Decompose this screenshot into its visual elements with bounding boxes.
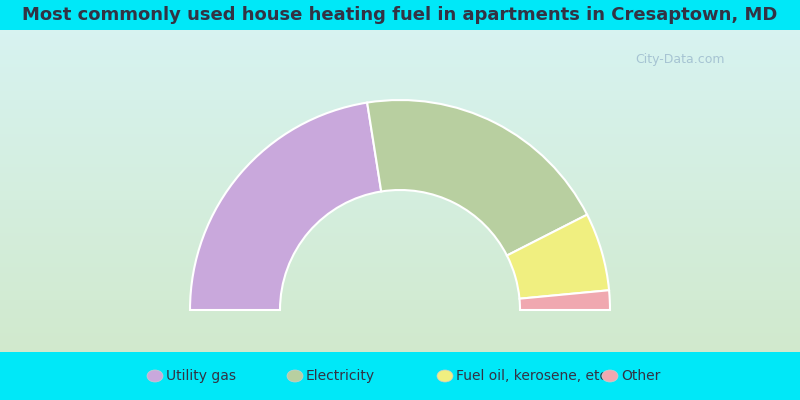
Text: Utility gas: Utility gas bbox=[166, 369, 236, 383]
Bar bbox=[0, 352, 800, 400]
Text: Electricity: Electricity bbox=[306, 369, 375, 383]
Ellipse shape bbox=[147, 370, 163, 382]
Ellipse shape bbox=[602, 370, 618, 382]
Text: Fuel oil, kerosene, etc.: Fuel oil, kerosene, etc. bbox=[456, 369, 611, 383]
Text: Other: Other bbox=[621, 369, 660, 383]
Ellipse shape bbox=[437, 370, 453, 382]
Text: Most commonly used house heating fuel in apartments in Cresaptown, MD: Most commonly used house heating fuel in… bbox=[22, 6, 778, 24]
Wedge shape bbox=[507, 215, 609, 299]
Wedge shape bbox=[367, 100, 587, 256]
Wedge shape bbox=[519, 290, 610, 310]
Text: City-Data.com: City-Data.com bbox=[635, 54, 725, 66]
Wedge shape bbox=[190, 102, 382, 310]
Ellipse shape bbox=[287, 370, 303, 382]
Bar bbox=[0, 0, 800, 30]
